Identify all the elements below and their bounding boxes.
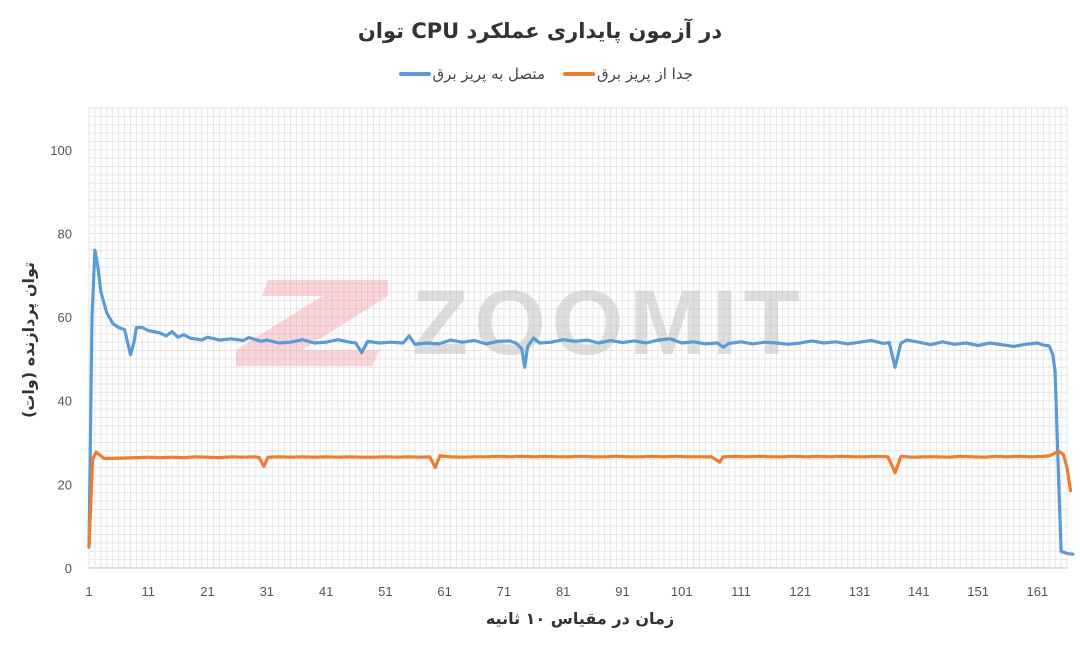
watermark: ZOOMIT [236,272,806,374]
y-tick-label: 40 [58,394,72,409]
x-tick-label: 161 [1027,584,1049,599]
x-tick-label: 41 [319,584,333,599]
x-tick-label: 21 [200,584,214,599]
series-layer [87,248,1075,556]
x-tick-label: 71 [497,584,511,599]
watermark-z-logo [236,280,388,366]
y-tick-label: 0 [65,561,72,576]
y-tick-label: 60 [58,310,72,325]
x-tick-label: 91 [615,584,629,599]
x-tick-label: 111 [731,584,751,599]
gridlines [88,107,1068,569]
x-tick-labels: 1 11 21 31 41 51 61 71 81 91 101 111 121 131 141 151 161 [85,584,1048,599]
legend-label-unplugged: جدا از پریز برق [597,65,693,84]
y-tick-label: 20 [58,477,72,492]
y-tick-label: 100 [50,143,72,158]
x-tick-label: 31 [260,584,274,599]
x-axis-title: زمان در مقیاس ۱۰ ثانیه [486,609,674,628]
x-tick-label: 131 [849,584,871,599]
x-tick-label: 101 [671,584,693,599]
chart-title: توان CPU در آزمون پایداری عملکرد [358,18,722,43]
x-tick-label: 51 [378,584,392,599]
y-axis-title: توان پردازنده (وات) [19,262,39,418]
x-tick-label: 151 [967,584,989,599]
legend-label-plugged: متصل به پریز برق [433,65,545,84]
series-line-unplugged [87,449,1073,549]
x-tick-label: 121 [789,584,811,599]
watermark-text: ZOOMIT [412,272,806,374]
y-tick-label: 80 [58,226,72,241]
x-tick-label: 141 [908,584,930,599]
x-tick-label: 11 [142,584,156,599]
x-tick-label: 1 [85,584,92,599]
legend: متصل به پریز برق جدا از پریز برق [399,65,693,84]
x-tick-label: 61 [437,584,451,599]
y-tick-labels: 0 20 40 60 80 100 [50,143,72,576]
x-tick-label: 81 [556,584,570,599]
series-line-plugged [87,248,1075,556]
